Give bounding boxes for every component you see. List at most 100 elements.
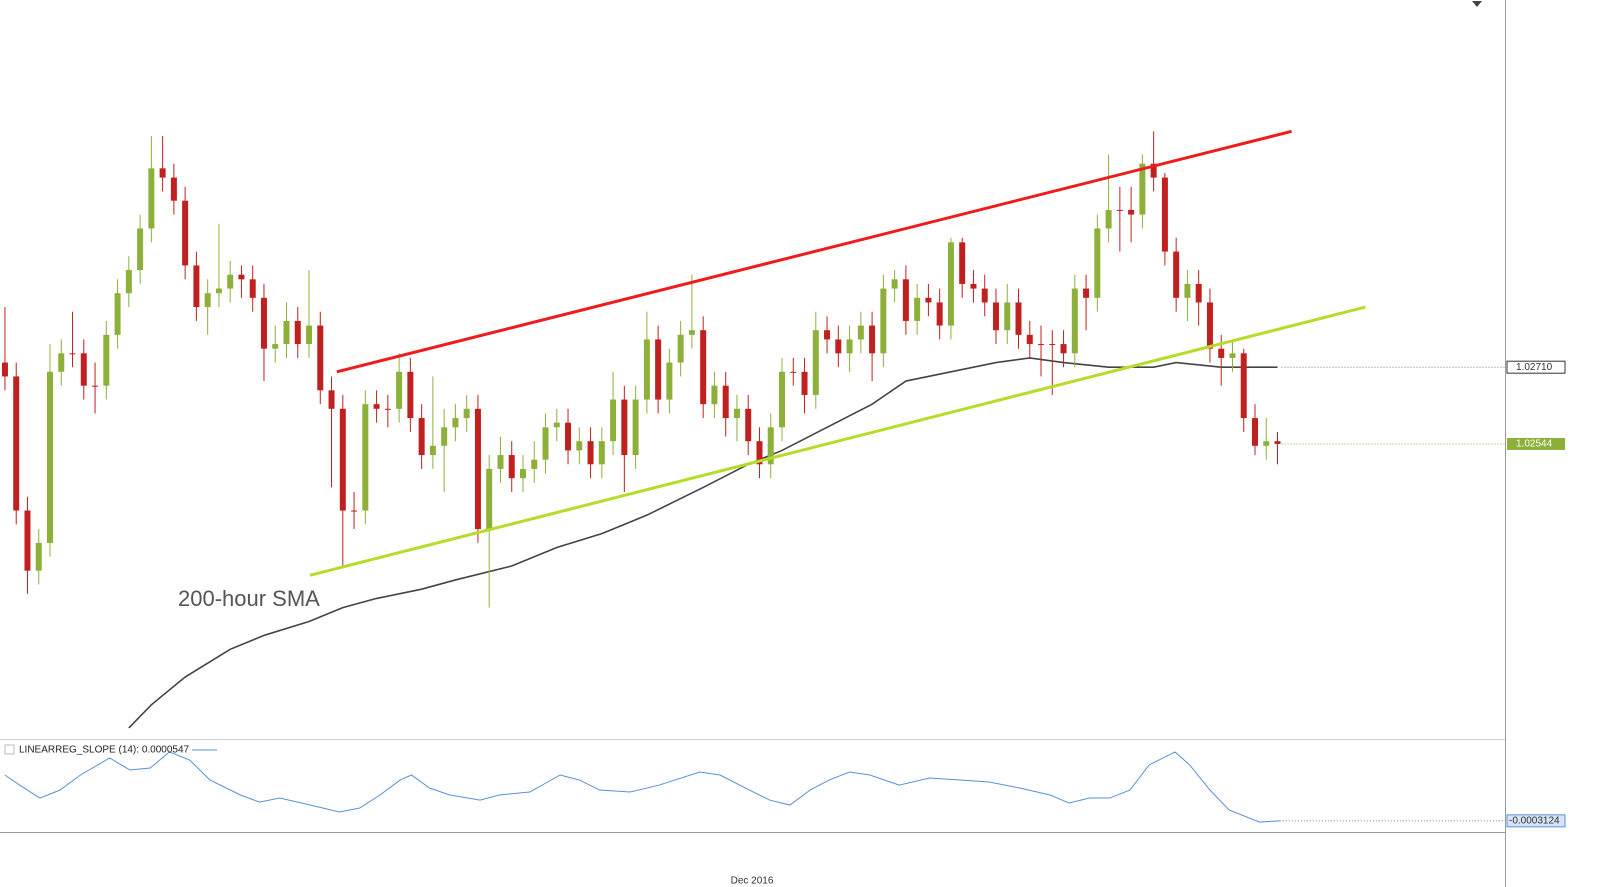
close-marker-label: 1.02544 [1516, 439, 1553, 450]
candle-body [542, 427, 549, 460]
trend-line [336, 129, 1292, 374]
candle-body [92, 385, 99, 387]
candle-body [587, 441, 594, 465]
candle-body [170, 177, 177, 201]
candle-body [531, 459, 538, 469]
candle-body [148, 168, 155, 229]
candle-body [13, 376, 20, 511]
indicator-icon [4, 744, 15, 755]
candle-body [396, 371, 403, 409]
candle-body [1195, 283, 1202, 303]
candle-body [914, 297, 921, 321]
candle-body [1, 362, 8, 377]
indicator-line [4, 751, 1280, 823]
candle-body [362, 404, 369, 511]
candle-body [677, 334, 684, 363]
candle-body [474, 408, 481, 530]
x-sublabel: Dec 2016 [731, 876, 774, 887]
candle-body [643, 339, 650, 400]
indicator-marker-box [1506, 814, 1566, 828]
candle-body [1274, 441, 1281, 444]
candle-body [655, 339, 662, 400]
candle-body [193, 265, 200, 308]
candle-body [47, 371, 54, 543]
candle-body [1218, 348, 1225, 358]
candle-body [294, 320, 301, 345]
close-marker-box [1507, 437, 1565, 450]
candle-body [24, 510, 31, 571]
sma-line [128, 357, 1278, 729]
candle-body [508, 455, 515, 479]
menu-arrow[interactable] [1472, 1, 1482, 7]
candle-body [1049, 344, 1056, 346]
candle-body [137, 228, 144, 271]
candle-body [936, 302, 943, 326]
candle-body [801, 371, 808, 395]
candle-body [1060, 344, 1067, 354]
candle-body [1206, 302, 1213, 349]
candle-body [1139, 163, 1146, 215]
candle-body [1128, 209, 1135, 215]
candle-body [733, 408, 740, 419]
candle-body [857, 325, 864, 340]
candle-body [824, 330, 831, 340]
candle-body [1071, 288, 1078, 354]
candle-body [970, 283, 977, 289]
candle-body [711, 385, 718, 405]
candle-body [947, 242, 954, 326]
candle-body [272, 344, 279, 349]
indicator-marker-label: -0.0003124 [1509, 815, 1560, 826]
candle-body [610, 399, 617, 442]
candle-body [283, 320, 290, 345]
sma-annotation: 200-hour SMA [178, 586, 320, 611]
candle-body [846, 339, 853, 354]
candle-body [1251, 418, 1258, 446]
candle-body [880, 288, 887, 354]
candle-body [227, 274, 234, 289]
candle-body [981, 288, 988, 303]
candle-body [407, 371, 414, 419]
candle-body [959, 242, 966, 284]
candle-body [1094, 228, 1101, 298]
candle-body [688, 330, 695, 335]
axes: 1.02710 1.02544 -0.0003124 [1506, 360, 1566, 828]
candle-body [159, 168, 166, 178]
candle-body [260, 297, 267, 349]
candle-body [1229, 353, 1236, 358]
candle-body [35, 542, 42, 571]
candle-body [452, 418, 459, 428]
candle-body [1026, 334, 1033, 345]
candle-body [902, 279, 909, 321]
candle-body [1240, 353, 1247, 419]
candle-body [756, 441, 763, 465]
candle-body [767, 427, 774, 465]
candle-body [486, 468, 493, 530]
candle-body [1173, 251, 1180, 298]
candle-body [1150, 163, 1157, 178]
candle-body [351, 510, 358, 512]
candle-body [812, 330, 819, 395]
candle-body [632, 399, 639, 456]
candle-body [519, 468, 526, 479]
candle-body [598, 441, 605, 465]
candle-body [576, 441, 583, 451]
candle-body [1083, 288, 1090, 298]
candle-body [429, 445, 436, 456]
candle-body [103, 334, 110, 386]
candle-body [238, 274, 245, 280]
sma-marker-box [1506, 360, 1566, 374]
candle-body [790, 371, 797, 373]
candle-body [992, 302, 999, 331]
candle-body [1184, 283, 1191, 298]
candle-body [745, 408, 752, 442]
candle-body [69, 353, 76, 355]
candle-body [1105, 209, 1112, 229]
candle-body [722, 385, 729, 419]
candle-body [249, 279, 256, 298]
candle-body [373, 404, 380, 409]
trend-line [309, 305, 1366, 577]
candle-body [384, 408, 391, 410]
candle-body [779, 371, 786, 428]
candle-body [621, 399, 628, 456]
